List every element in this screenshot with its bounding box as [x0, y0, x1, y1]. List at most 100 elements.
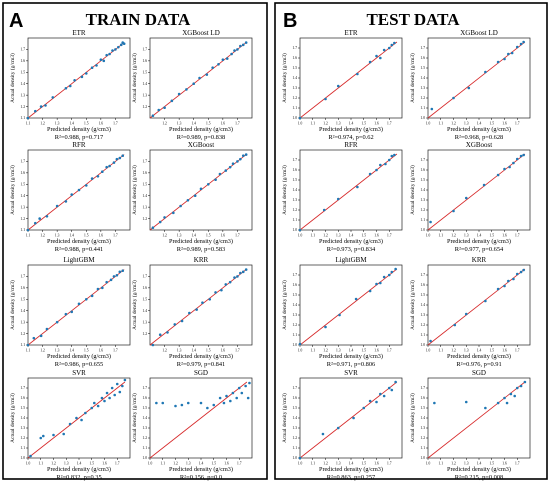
data-point: [26, 116, 30, 120]
data-point: [174, 404, 177, 408]
data-point: [387, 46, 391, 50]
data-point: [433, 401, 436, 405]
x-tick-label: 1.2: [451, 234, 456, 238]
data-point: [228, 165, 232, 169]
x-tick-label: 1.4: [191, 349, 196, 353]
plot-frame: [149, 149, 253, 231]
y-axis-label: Actual density (g/cm3): [9, 53, 16, 103]
data-point: [368, 172, 372, 176]
x-tick-label: 1.3: [336, 122, 341, 126]
data-point: [70, 193, 74, 196]
x-tick-label: 1.1: [26, 234, 31, 238]
y-tick-label: 1.7: [21, 275, 26, 279]
y-tick-label: 1.4: [21, 309, 26, 313]
y-tick-label: 1.6: [21, 286, 26, 290]
subplot-b-sgd: SGD 1.0 1.1 1.2 1.3 1.4 1.5 1.6 1.7 1.0 1.1 1.2 1.3 1…: [409, 369, 531, 481]
data-point: [70, 310, 74, 314]
subplot-b-lightgbm: LightGBM 1.0 1.1 1.2 1.3 1.4 1.5 1.6 1.7 1.0 1.1 1.…: [281, 256, 403, 368]
data-point: [244, 384, 247, 388]
data-point: [390, 388, 394, 392]
y-tick-label: 1.3: [293, 313, 298, 317]
x-tick-label: 1.4: [191, 122, 196, 126]
panel-b: B TEST DATA: [274, 2, 548, 480]
data-point: [96, 404, 100, 408]
data-point: [482, 183, 486, 187]
y-tick-label: 1.3: [421, 313, 426, 317]
data-point: [173, 323, 177, 326]
data-point: [225, 394, 228, 398]
data-point: [151, 226, 155, 230]
x-tick-label: 1.6: [99, 349, 104, 353]
x-tick-label: 1.2: [451, 122, 456, 126]
stats-label: R²=0.863, p=0.257: [327, 474, 376, 481]
plot-frame: [149, 37, 253, 119]
x-axis-label: Predicted density (g/cm3): [447, 238, 511, 245]
y-tick-label: 1.3: [21, 320, 26, 324]
x-tick-label: 1.1: [311, 122, 316, 126]
y-tick-label: 1.2: [421, 96, 426, 100]
data-point: [393, 41, 396, 45]
data-point: [382, 275, 386, 279]
data-point: [515, 272, 519, 276]
y-tick-label: 1.0: [21, 456, 26, 460]
data-point: [55, 320, 59, 324]
x-tick-label: 1.0: [298, 234, 303, 238]
x-tick-label: 1.5: [362, 462, 367, 466]
data-point: [519, 270, 523, 274]
data-point: [214, 291, 217, 294]
x-tick-label: 1.6: [502, 234, 507, 238]
data-point: [80, 418, 83, 422]
data-point: [26, 343, 30, 347]
y-tick-label: 1.3: [421, 86, 426, 90]
data-point: [195, 308, 198, 311]
y-tick-label: 1.4: [143, 194, 148, 198]
data-point: [519, 42, 523, 46]
y-tick-label: 1.5: [421, 293, 426, 297]
y-tick-label: 1.6: [421, 56, 426, 60]
x-tick-label: 1.4: [69, 234, 74, 238]
y-tick-label: 1.4: [143, 416, 148, 420]
data-point: [387, 386, 391, 390]
y-tick-label: 1.0: [293, 228, 298, 232]
data-point: [26, 228, 30, 232]
y-tick-label: 1.4: [293, 188, 298, 192]
data-point: [322, 208, 326, 212]
data-point: [112, 275, 116, 278]
data-point: [379, 281, 382, 285]
x-tick-label: 1.6: [221, 349, 226, 353]
x-tick-label: 1.6: [224, 462, 229, 466]
data-point: [105, 53, 108, 57]
y-tick-label: 1.3: [293, 86, 298, 90]
data-point: [507, 52, 510, 56]
data-point: [233, 49, 236, 52]
data-point: [513, 394, 516, 398]
data-point: [375, 54, 378, 58]
y-axis-label: Actual density (g/cm3): [409, 393, 416, 443]
data-point: [452, 209, 455, 213]
x-tick-label: 1.1: [439, 349, 444, 353]
x-tick-label: 1.5: [206, 234, 211, 238]
y-tick-label: 1.5: [143, 406, 148, 410]
x-tick-label: 1.7: [235, 122, 240, 126]
data-point: [155, 401, 158, 405]
data-point: [298, 228, 302, 232]
x-tick-label: 1.3: [177, 234, 182, 238]
data-point: [77, 188, 81, 192]
stats-label: R²=0.989, p=0.838: [177, 134, 226, 141]
data-point: [236, 275, 239, 278]
panel-a-border: [2, 2, 268, 480]
data-point: [90, 406, 94, 410]
data-point: [379, 163, 382, 167]
data-point: [368, 289, 372, 293]
y-tick-label: 1.1: [293, 218, 298, 222]
data-point: [241, 154, 245, 158]
data-point: [52, 433, 55, 437]
x-tick-label: 1.5: [84, 349, 89, 353]
y-tick-label: 1.0: [421, 456, 426, 460]
data-point: [452, 96, 455, 100]
y-axis-label: Actual density (g/cm3): [9, 393, 16, 443]
fit-line: [149, 381, 248, 459]
y-axis-label: Actual density (g/cm3): [281, 165, 288, 215]
x-tick-label: 1.7: [387, 122, 392, 126]
data-point: [217, 62, 220, 66]
